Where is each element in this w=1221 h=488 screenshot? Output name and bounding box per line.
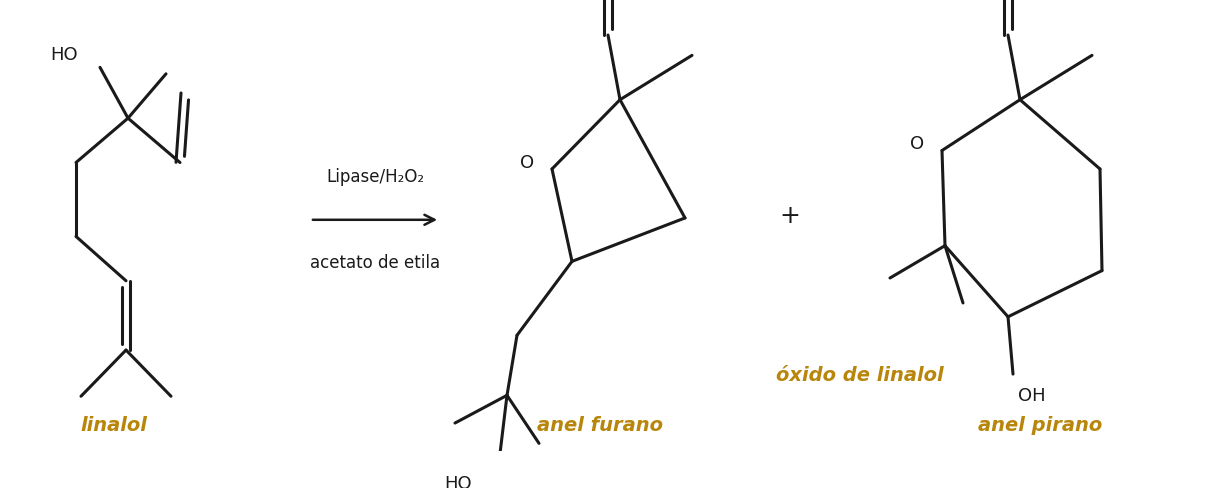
Text: OH: OH [1018, 386, 1045, 404]
Text: O: O [520, 153, 534, 171]
Text: anel furano: anel furano [537, 415, 663, 434]
Text: óxido de linalol: óxido de linalol [777, 366, 944, 385]
Text: HO: HO [50, 45, 78, 63]
Text: acetato de etila: acetato de etila [310, 254, 440, 271]
Text: linalol: linalol [81, 415, 147, 434]
Text: Lipase/H₂O₂: Lipase/H₂O₂ [326, 167, 424, 185]
Text: anel pirano: anel pirano [978, 415, 1103, 434]
Text: HO: HO [444, 474, 473, 488]
Text: +: + [779, 204, 801, 228]
Text: O: O [910, 135, 924, 153]
